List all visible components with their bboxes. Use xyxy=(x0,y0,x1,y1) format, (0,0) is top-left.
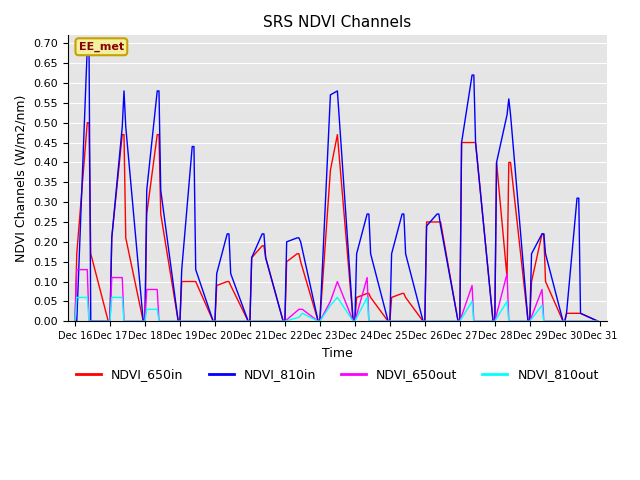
Text: EE_met: EE_met xyxy=(79,42,124,52)
Title: SRS NDVI Channels: SRS NDVI Channels xyxy=(263,15,412,30)
Y-axis label: NDVI Channels (W/m2/nm): NDVI Channels (W/m2/nm) xyxy=(15,95,28,262)
X-axis label: Time: Time xyxy=(322,347,353,360)
Legend: NDVI_650in, NDVI_810in, NDVI_650out, NDVI_810out: NDVI_650in, NDVI_810in, NDVI_650out, NDV… xyxy=(71,363,604,386)
